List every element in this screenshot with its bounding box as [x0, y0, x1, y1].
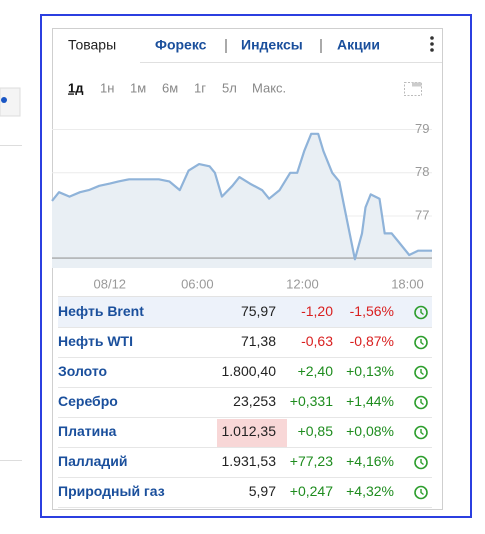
- change: +0,85: [298, 423, 334, 439]
- range-button[interactable]: 1н: [100, 80, 114, 95]
- y-tick-label: 77: [415, 207, 429, 222]
- x-tick-label: 18:00: [391, 276, 424, 291]
- clock-hands: [420, 399, 424, 406]
- instrument-name[interactable]: Нефть WTI: [58, 333, 133, 349]
- row-highlight: [58, 297, 432, 327]
- price: 23,253: [233, 393, 276, 409]
- clock-hands: [420, 309, 424, 316]
- clock-hands: [420, 459, 424, 466]
- instrument-name[interactable]: Платина: [58, 423, 117, 439]
- change: -1,20: [301, 303, 333, 319]
- range-button[interactable]: 5л: [222, 80, 237, 95]
- price: 1.931,53: [222, 453, 277, 469]
- x-tick-label: 06:00: [181, 276, 214, 291]
- change-percent: +0,13%: [346, 363, 394, 379]
- y-tick-label: 79: [415, 121, 429, 136]
- change-percent: -0,87%: [350, 333, 394, 349]
- tab[interactable]: Товары: [68, 37, 116, 53]
- clock-icon[interactable]: [414, 365, 428, 380]
- change: +0,331: [290, 393, 333, 409]
- change-percent: +1,44%: [346, 393, 394, 409]
- change-percent: +4,16%: [346, 453, 394, 469]
- range-button[interactable]: 6м: [162, 80, 178, 95]
- menu-button[interactable]: [430, 36, 434, 52]
- range-button[interactable]: Макс.: [252, 80, 286, 95]
- price: 75,97: [241, 303, 276, 319]
- change-percent: +4,32%: [346, 483, 394, 499]
- range-button[interactable]: 1г: [194, 80, 206, 95]
- change-percent: +0,08%: [346, 423, 394, 439]
- clock-icon[interactable]: [414, 455, 428, 470]
- y-tick-label: 78: [415, 164, 429, 179]
- price-flash: [217, 419, 287, 447]
- price-line: [51, 132, 432, 261]
- instrument-name[interactable]: Серебро: [58, 393, 118, 409]
- instrument-name[interactable]: Природный газ: [58, 483, 165, 499]
- outer-frame: [40, 14, 472, 518]
- instrument-name[interactable]: Нефть Brent: [58, 303, 144, 319]
- clock-icon[interactable]: [414, 485, 428, 500]
- range-button[interactable]: 1м: [130, 80, 146, 95]
- clock-face: [414, 395, 428, 410]
- side-toolbar: [0, 87, 22, 461]
- x-tick-label: 08/12: [94, 276, 127, 291]
- line-area: [52, 133, 432, 268]
- clock-hands: [420, 339, 424, 346]
- expand-icon-fill: [412, 82, 422, 87]
- clock-face: [414, 425, 428, 440]
- tab[interactable]: Индексы: [241, 37, 303, 53]
- clock-icon[interactable]: [414, 305, 428, 320]
- clock-face: [414, 485, 428, 500]
- price: 5,97: [249, 483, 276, 499]
- active-tab-border: [52, 28, 140, 63]
- clock-hands: [420, 489, 424, 496]
- clock-face: [414, 305, 428, 320]
- clock-icon[interactable]: [414, 395, 428, 410]
- change: +0,247: [290, 483, 333, 499]
- price: 71,38: [241, 333, 276, 349]
- price: 1.800,40: [222, 363, 277, 379]
- instrument-name[interactable]: Золото: [58, 363, 107, 379]
- clock-icon[interactable]: [414, 425, 428, 440]
- change: +2,40: [298, 363, 334, 379]
- tab[interactable]: Акции: [337, 37, 380, 53]
- x-tick-label: 12:00: [286, 276, 319, 291]
- clock-face: [414, 335, 428, 350]
- clock-hands: [420, 369, 424, 376]
- range-button[interactable]: 1д: [68, 80, 84, 95]
- price: 1.012,35: [222, 423, 277, 439]
- change: +77,23: [290, 453, 333, 469]
- quote-table: Нефть Brent 75,97 -1,20 -1,56% Нефть WTI 71,3…: [58, 297, 432, 508]
- clock-face: [414, 455, 428, 470]
- tab[interactable]: Форекс: [155, 37, 207, 53]
- change: -0,63: [301, 333, 333, 349]
- clock-hands: [420, 429, 424, 436]
- clock-face: [414, 365, 428, 380]
- instrument-name[interactable]: Палладий: [58, 453, 128, 469]
- clock-icon[interactable]: [414, 335, 428, 350]
- change-percent: -1,56%: [350, 303, 394, 319]
